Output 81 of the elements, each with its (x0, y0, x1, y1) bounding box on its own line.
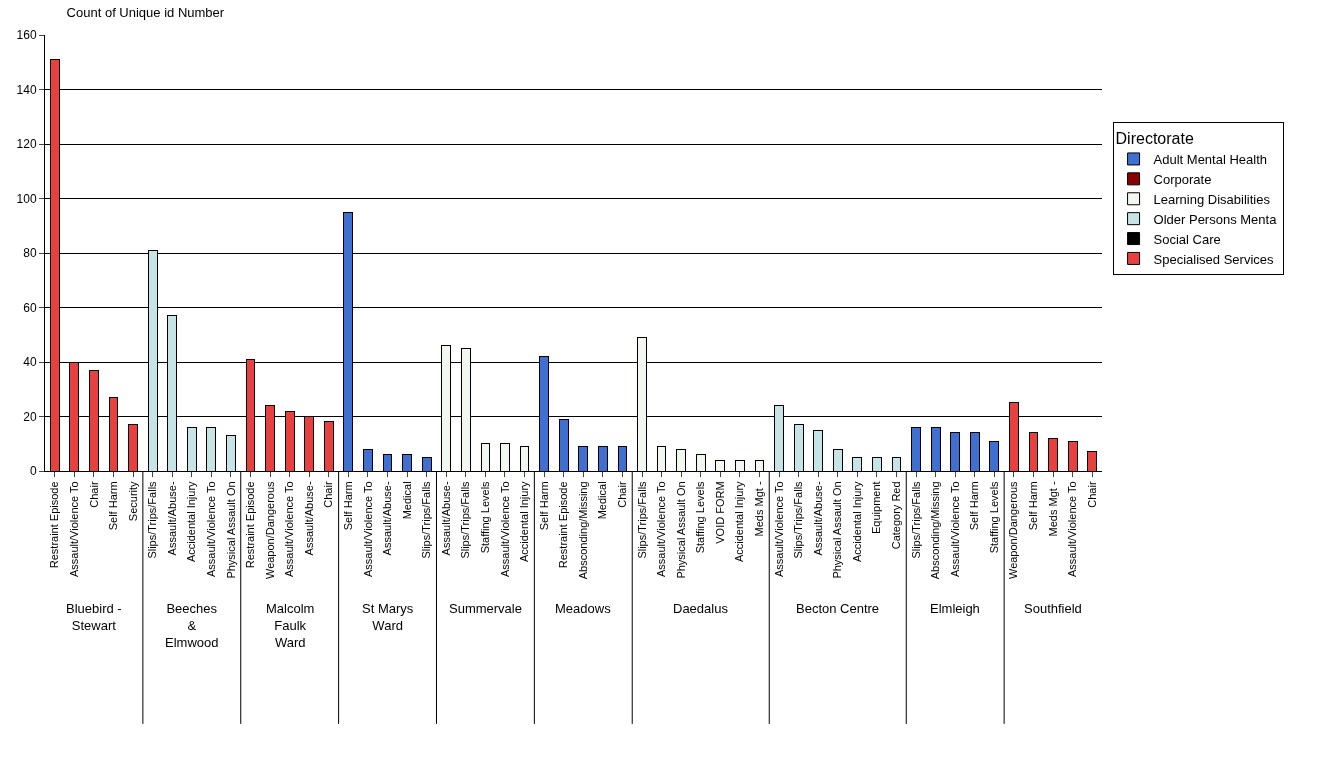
x-tick-label: Accidental Injury (733, 480, 746, 563)
x-tick-label: Category Red (890, 481, 903, 550)
y-tick-label: 160 (16, 28, 37, 43)
x-tick-label: Assault/Abuse- (439, 481, 452, 556)
y-tick-label: 20 (23, 409, 37, 424)
x-tick-label: Meds Mgt - (1046, 481, 1059, 537)
x-tick-label: Physical Assault On (831, 481, 844, 579)
x-tick-label: Security (126, 480, 139, 522)
x-tick-label: Self Harm (341, 481, 354, 531)
x-tick-label: Slips/Trips/Falls (635, 480, 648, 559)
y-tick-label: 0 (29, 464, 37, 479)
x-tick-label: Restraint Episode (48, 481, 61, 569)
legend-label: Specialised Services (1153, 251, 1275, 267)
x-tick-label: Absconding/Missing (576, 481, 589, 580)
legend-title: Directorate (1115, 130, 1194, 147)
y-tick-label: 40 (23, 355, 37, 370)
x-tick-label: Assault/Violence To (204, 481, 217, 578)
y-tick-label: 120 (16, 137, 37, 152)
text: Meadows (555, 601, 612, 616)
x-tick-label: Chair (1085, 481, 1098, 508)
x-tick-label: Slips/Trips/Falls (459, 480, 472, 559)
text: Summervale (449, 601, 522, 616)
x-tick-label: Accidental Injury (518, 480, 531, 563)
text: Bluebird - Stewart (66, 601, 122, 633)
text: Daedalus (673, 601, 729, 616)
y-tick-label: 80 (23, 246, 37, 261)
x-tick-label: Assault/Violence To (498, 481, 511, 578)
x-tick-label: VOID FORM (713, 481, 726, 544)
x-tick-label: Assault/Violence To (283, 481, 296, 578)
x-tick-label: Medical (400, 481, 413, 520)
text: Southfield (1024, 601, 1082, 616)
x-tick-label: Restraint Episode (244, 481, 257, 569)
x-tick-label: Assault/Violence To (361, 481, 374, 578)
y-tick-label: 100 (16, 191, 37, 206)
x-tick-label: Slips/Trips/Falls (420, 480, 433, 559)
chart-title: Count of Unique id Number (66, 4, 225, 20)
x-tick-label: Chair (87, 481, 100, 508)
x-tick-label: Equipment (870, 481, 883, 534)
x-tick-label: Assault/Violence To (67, 481, 80, 578)
x-tick-label: Self Harm (968, 481, 981, 531)
text: Elmleigh (930, 601, 980, 616)
x-tick-label: Assault/Violence To (1066, 481, 1079, 578)
legend-label: Learning Disabilities (1153, 191, 1271, 207)
x-tick-label: Self Harm (537, 481, 550, 531)
y-tick-label: 60 (23, 300, 37, 315)
x-tick-label: Meds Mgt - (753, 481, 766, 537)
x-tick-label: Weapon/Dangerous (263, 480, 276, 580)
x-tick-label: Accidental Injury (850, 480, 863, 563)
x-tick-label: Chair (322, 481, 335, 508)
x-tick-label: Staffing Levels (987, 480, 1000, 554)
x-tick-label: Assault/Violence To (655, 481, 668, 578)
x-tick-label: Staffing Levels (694, 480, 707, 554)
text: Beeches & Elmwood (165, 601, 219, 650)
x-tick-label: Assault/Violence To (772, 481, 785, 578)
x-tick-label: Medical (596, 481, 609, 520)
x-tick-label: Absconding/Missing (929, 481, 942, 580)
x-tick-label: Physical Assault On (674, 481, 687, 579)
x-tick-label: Assault/Abuse- (302, 481, 315, 556)
x-tick-label: Assault/Abuse- (165, 481, 178, 556)
x-tick-label: Accidental Injury (185, 480, 198, 563)
x-tick-label: Assault/Abuse- (381, 481, 394, 556)
x-tick-label: Restraint Episode (557, 481, 570, 569)
text: Becton Centre (796, 601, 880, 616)
x-tick-label: Assault/Abuse- (811, 481, 824, 556)
x-tick-label: Slips/Trips/Falls (909, 480, 922, 559)
x-tick-label: Weapon/Dangerous (1007, 480, 1020, 580)
legend-label: Older Persons Menta (1153, 211, 1278, 227)
x-tick-label: Slips/Trips/Falls (146, 480, 159, 559)
legend-label: Corporate (1153, 171, 1212, 187)
x-tick-label: Assault/Violence To (948, 481, 961, 578)
text: Malcolm Faulk Ward (266, 601, 315, 650)
x-tick-label: Self Harm (107, 481, 120, 531)
x-tick-label: Staffing Levels (479, 480, 491, 554)
x-tick-label: Physical Assault On (224, 481, 237, 579)
legend-label: Social Care (1153, 231, 1221, 247)
text: St Marys Ward (362, 601, 414, 633)
x-tick-label: Self Harm (1027, 481, 1040, 531)
y-tick-label: 140 (16, 82, 37, 97)
legend-label: Adult Mental Health (1153, 152, 1268, 168)
x-tick-label: Slips/Trips/Falls (792, 480, 805, 559)
x-tick-label: Chair (616, 481, 629, 508)
